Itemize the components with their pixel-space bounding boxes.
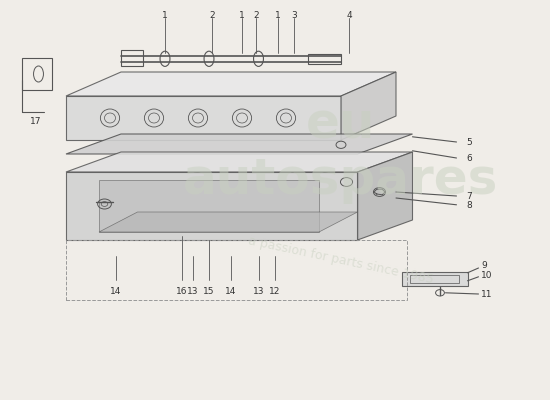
Text: 7: 7 <box>466 192 472 201</box>
Polygon shape <box>99 180 319 232</box>
Text: 3: 3 <box>292 12 297 20</box>
Text: a passion for parts since 1985: a passion for parts since 1985 <box>247 234 435 286</box>
Text: 1: 1 <box>275 12 280 20</box>
Polygon shape <box>66 72 396 96</box>
Polygon shape <box>99 212 358 232</box>
Polygon shape <box>358 152 412 240</box>
Text: 11: 11 <box>481 290 493 299</box>
Bar <box>121 50 143 66</box>
Text: 8: 8 <box>466 201 472 210</box>
Text: 17: 17 <box>30 118 41 126</box>
Text: 14: 14 <box>226 288 236 296</box>
Text: 9: 9 <box>481 262 487 270</box>
Text: 1: 1 <box>162 12 168 20</box>
Text: eu
autospares: eu autospares <box>183 100 499 204</box>
Text: 13: 13 <box>253 288 264 296</box>
Polygon shape <box>402 272 468 286</box>
Bar <box>22 58 52 90</box>
Text: 2: 2 <box>253 12 258 20</box>
Polygon shape <box>66 152 412 172</box>
Text: 4: 4 <box>346 12 352 20</box>
Text: 2: 2 <box>209 12 214 20</box>
Bar <box>308 54 341 64</box>
Polygon shape <box>341 72 396 140</box>
Text: 10: 10 <box>481 272 493 280</box>
Polygon shape <box>66 96 341 140</box>
Text: 16: 16 <box>176 288 187 296</box>
Text: 14: 14 <box>110 288 121 296</box>
Polygon shape <box>66 134 412 154</box>
Polygon shape <box>66 172 358 240</box>
Text: 1: 1 <box>239 12 245 20</box>
Text: 15: 15 <box>204 288 214 296</box>
Text: 5: 5 <box>466 138 472 147</box>
Bar <box>66 240 407 300</box>
Text: 12: 12 <box>270 288 280 296</box>
Text: 6: 6 <box>466 154 472 163</box>
Text: 13: 13 <box>187 288 198 296</box>
Bar <box>410 275 459 283</box>
